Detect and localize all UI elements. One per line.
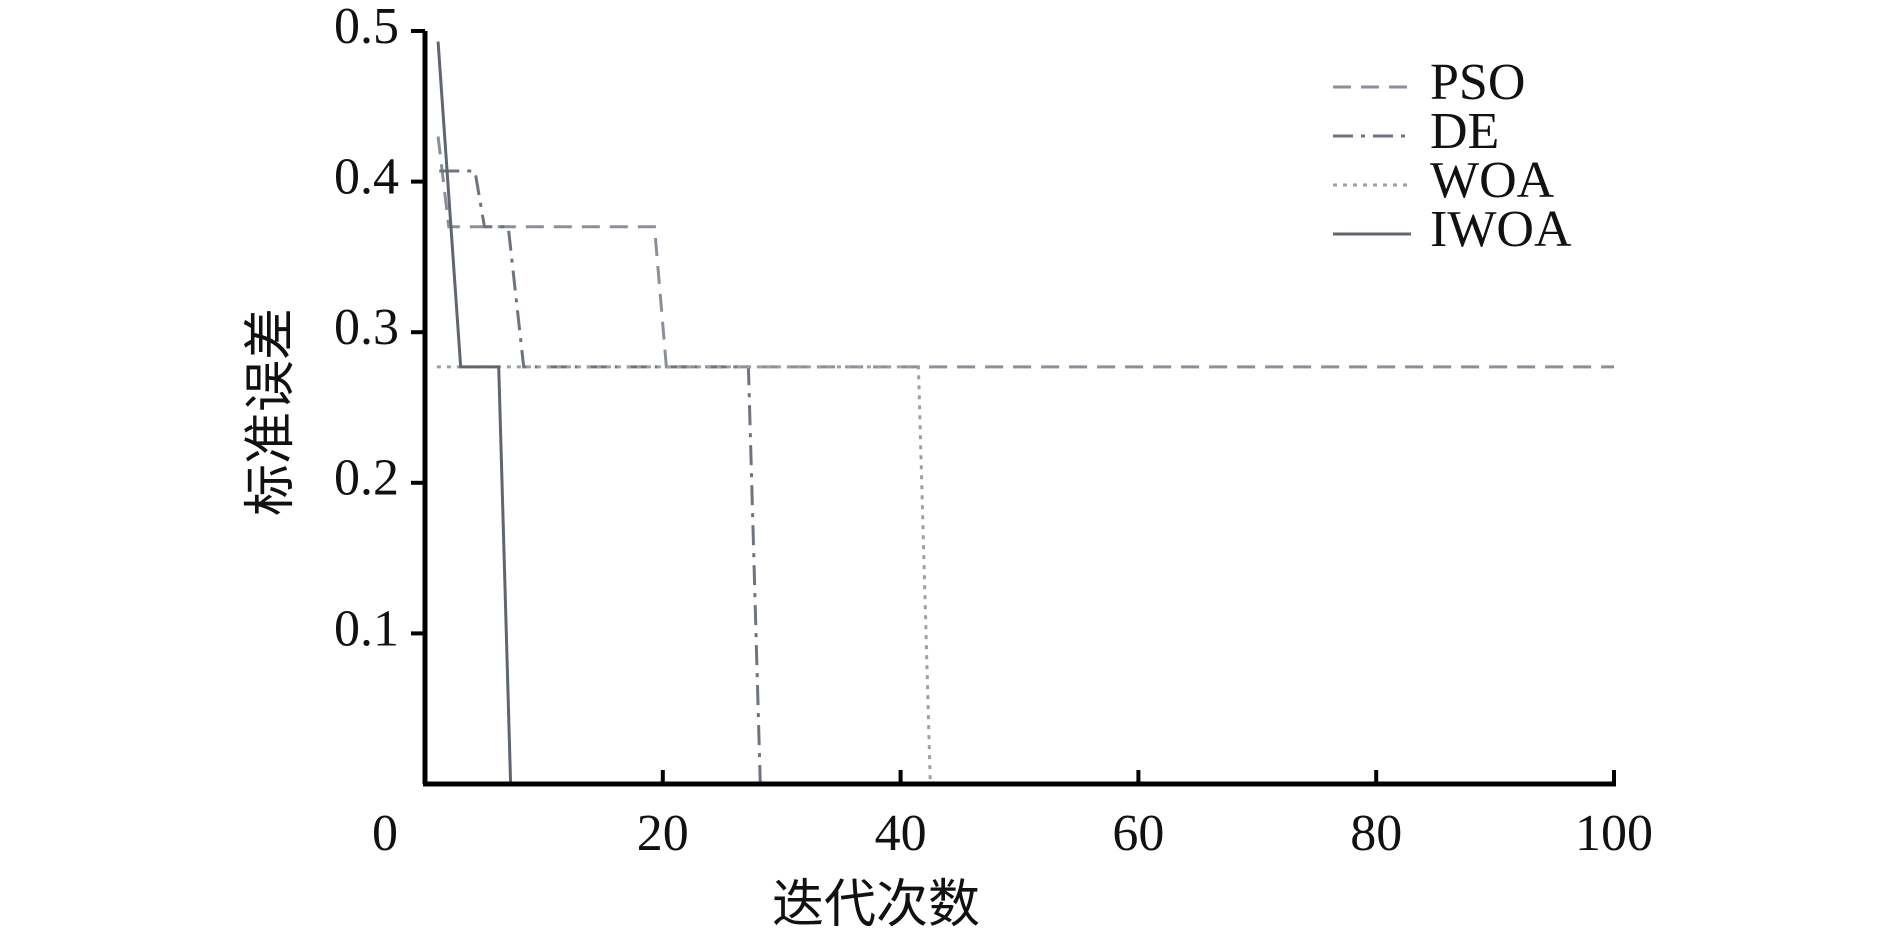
x-axis-title: 迭代次数 (772, 877, 980, 934)
series-line (436, 136, 1614, 369)
y-tick-label: 0.4 (334, 149, 399, 206)
x-tick-label: 60 (1112, 805, 1164, 862)
y-axis-title: 标准误差 (243, 308, 300, 516)
x-tick-label: 0 (372, 805, 398, 862)
y-tick-label: 0.1 (334, 600, 399, 657)
legend-label: PSO (1430, 54, 1525, 111)
y-tick-label: 0.3 (334, 299, 399, 356)
x-tick-label: 20 (637, 805, 689, 862)
x-tick-label: 100 (1575, 805, 1653, 862)
x-tick-label: 40 (875, 805, 927, 862)
legend-label: DE (1430, 103, 1499, 160)
series-line (439, 169, 1614, 786)
series-line (436, 365, 1614, 786)
y-tick-label: 0.5 (334, 0, 399, 55)
legend-label: IWOA (1430, 201, 1572, 258)
y-tick-label: 0.2 (334, 450, 399, 507)
legend-label: WOA (1430, 152, 1555, 209)
x-tick-label: 80 (1350, 805, 1402, 862)
